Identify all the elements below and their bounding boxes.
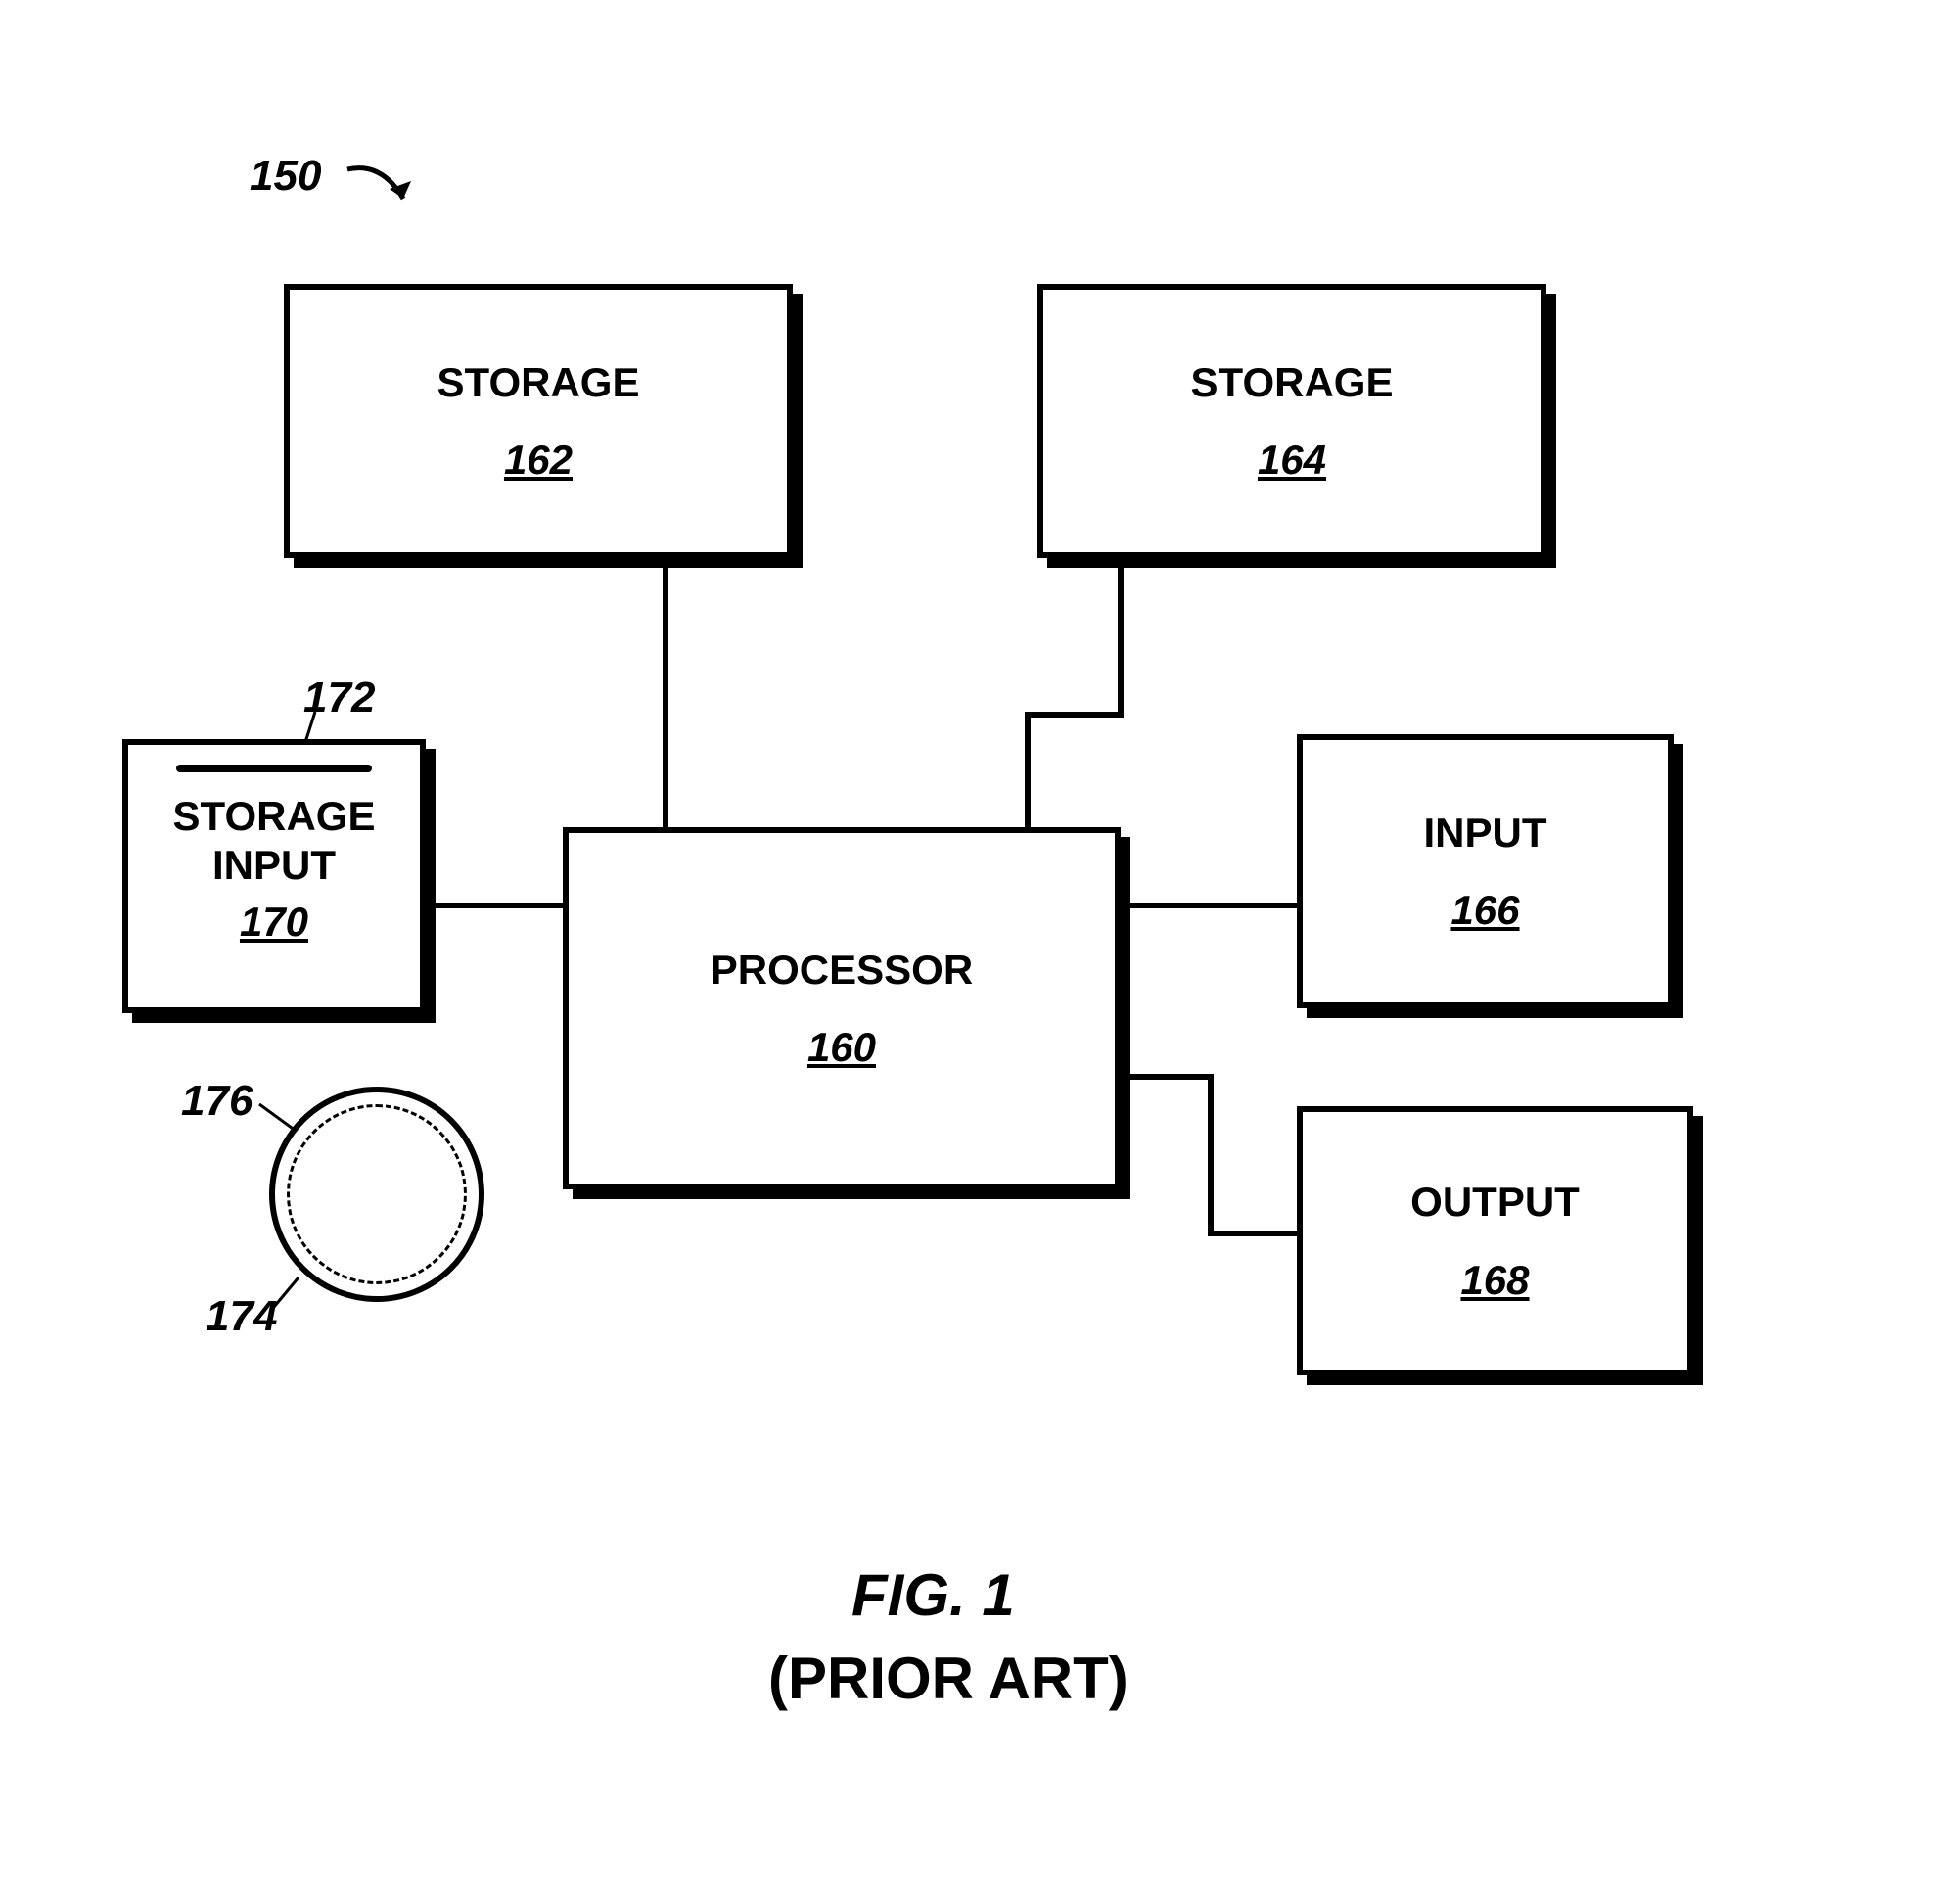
edge-processor-output-h1 (1121, 1074, 1214, 1080)
curved-arrow-icon (343, 152, 431, 230)
storage1-ref: 162 (504, 437, 573, 484)
storage-input-ref: 170 (240, 899, 308, 946)
edge-processor-output-h2 (1208, 1231, 1297, 1236)
disc-outer-ref-label: 174 (206, 1292, 277, 1341)
edge-processor-input (1121, 903, 1297, 908)
figure-subtitle: (PRIOR ART) (768, 1645, 1128, 1712)
storage-input-title: STORAGE INPUT (173, 792, 376, 891)
processor-ref: 160 (807, 1024, 876, 1071)
output-ref: 168 (1460, 1257, 1529, 1304)
storage2-title: STORAGE (1191, 358, 1394, 407)
storage1-title: STORAGE (437, 358, 640, 407)
input-box: INPUT 166 (1297, 734, 1674, 1008)
disc-outer-leader-icon (269, 1273, 308, 1312)
storage2-box: STORAGE 164 (1037, 284, 1546, 558)
storage2-ref: 164 (1258, 437, 1326, 484)
input-ref: 166 (1450, 887, 1519, 934)
edge-processor-output-v (1208, 1074, 1214, 1236)
storage1-box: STORAGE 162 (284, 284, 793, 558)
disc-inner (287, 1104, 467, 1284)
edge-storage2-processor-v1 (1118, 558, 1124, 715)
edge-storage1-processor (663, 558, 668, 827)
overall-ref-label: 150 (250, 152, 321, 201)
figure-title: FIG. 1 (851, 1561, 1015, 1629)
disc-inner-leader-icon (254, 1096, 303, 1136)
processor-title: PROCESSOR (711, 946, 973, 995)
media-slot (176, 765, 372, 772)
output-box: OUTPUT 168 (1297, 1106, 1693, 1375)
diagram-canvas: 150 STORAGE 162 STORAGE 164 172 STORAGE … (0, 0, 1933, 1904)
storage-input-box: STORAGE INPUT 170 (122, 739, 426, 1013)
processor-box: PROCESSOR 160 (563, 827, 1121, 1189)
edge-storageinput-processor (426, 903, 563, 908)
disc-inner-ref-label: 176 (181, 1077, 253, 1126)
output-title: OUTPUT (1410, 1178, 1580, 1227)
edge-storage2-processor-v2 (1025, 712, 1031, 827)
input-title: INPUT (1424, 809, 1547, 858)
edge-storage2-processor-h (1025, 712, 1124, 718)
